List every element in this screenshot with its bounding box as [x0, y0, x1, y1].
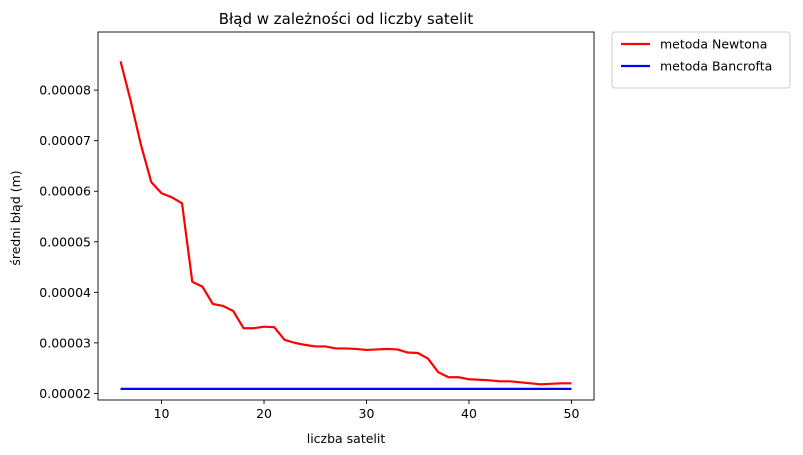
series-line-0 — [119, 61, 572, 386]
x-axis-ticks: 10 20 30 40 50 — [154, 400, 580, 421]
y-tick-label: 0.00003 — [39, 335, 91, 350]
x-tick-label: 10 — [154, 406, 170, 421]
chart-title: Błąd w zależności od liczby satelit — [219, 10, 474, 28]
plot-area — [97, 31, 595, 401]
axes-frame — [97, 31, 595, 401]
x-tick-label: 50 — [564, 406, 580, 421]
y-axis-ticks: 0.00002 0.00003 0.00004 0.00005 0.00006 0.000… — [39, 83, 98, 401]
y-tick-label: 0.00004 — [39, 285, 91, 300]
x-tick-label: 40 — [461, 406, 477, 421]
y-tick-label: 0.00005 — [39, 234, 91, 249]
y-axis-label: średni błąd (m) — [8, 170, 23, 265]
legend-label-0: metoda Newtona — [660, 37, 767, 52]
legend-box — [611, 31, 791, 89]
y-tick-label: 0.00007 — [39, 133, 91, 148]
y-tick-label: 0.00008 — [39, 83, 91, 98]
legend-label-1: metoda Bancrofta — [660, 59, 772, 74]
x-axis-label: liczba satelit — [307, 431, 386, 446]
x-tick-label: 30 — [359, 406, 375, 421]
y-tick-label: 0.00006 — [39, 184, 91, 199]
y-tick-label: 0.00002 — [39, 386, 91, 401]
x-tick-label: 20 — [256, 406, 272, 421]
legend: metoda Newtona metoda Bancrofta — [611, 31, 791, 89]
